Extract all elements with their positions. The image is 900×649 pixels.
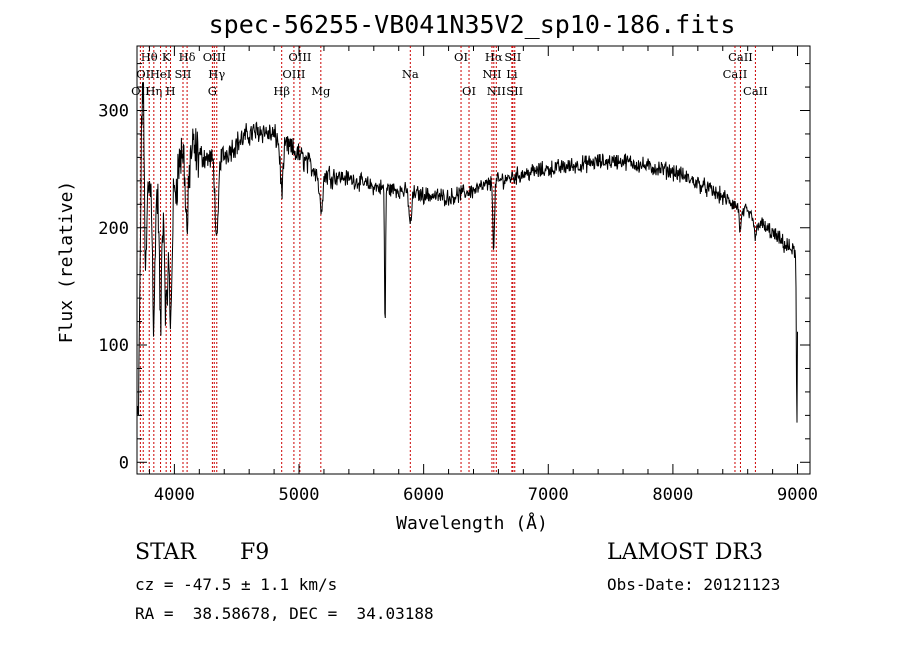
spectrum-layer	[136, 82, 798, 423]
spectral-line-label: K	[162, 50, 171, 64]
spectral-line-label: CaII	[743, 84, 768, 98]
x-tick-label: 5000	[279, 485, 320, 505]
spectral-line-label: NII	[482, 67, 501, 81]
spectral-line-label: Hβ	[273, 84, 290, 98]
spectral-line-label: G	[208, 84, 217, 98]
spectral-line-label: SII	[175, 67, 192, 81]
y-tick-label: 200	[98, 219, 129, 239]
spectral-line-label: NII	[487, 84, 506, 98]
spectral-line-label: OIII	[282, 67, 305, 81]
spectral-line-label: OIII	[203, 50, 226, 64]
spectral-line-label: SII	[504, 50, 521, 64]
y-tick-label: 100	[98, 336, 129, 356]
spectral-line-label: OI	[454, 50, 468, 64]
spectral-line-label: Hα	[485, 50, 503, 64]
x-tick-label: 7000	[528, 485, 569, 505]
y-tick-label: 0	[119, 453, 129, 473]
spectral-line-label: Hθ	[141, 50, 158, 64]
y-axis-label: Flux (relative)	[56, 181, 77, 344]
spectrum-series-line	[136, 82, 798, 423]
x-axis-label: Wavelength (Å)	[396, 512, 548, 534]
plot-frame	[136, 45, 811, 475]
spectral-line-label: SII	[506, 84, 523, 98]
spectral-line-label: OI	[462, 84, 476, 98]
chart-title: spec-56255-VB041N35V2_sp10-186.fits	[209, 10, 736, 39]
redshift-text: cz = -47.5 ± 1.1 km/s	[135, 575, 338, 594]
obs-date-text: Obs-Date: 20121123	[607, 575, 781, 594]
spectral-line-label: Hγ	[208, 67, 225, 81]
spectral-line-label: Hδ	[179, 50, 196, 64]
spectral-line-label: CaII	[728, 50, 753, 64]
spectral-line-label: OIII	[288, 50, 311, 64]
spectral-line-label: Hη	[145, 84, 162, 98]
axis-ticks-layer: 4000 5000 6000 7000 8000 9000 0 100 200 300	[98, 46, 818, 505]
survey-name: LAMOST DR3	[607, 540, 763, 565]
spectral-line-label: HeI	[150, 67, 171, 81]
spectral-line-label: OII	[131, 84, 150, 98]
y-tick-label: 300	[98, 101, 129, 121]
x-tick-label: 6000	[403, 485, 444, 505]
x-tick-label: 9000	[777, 485, 818, 505]
spectral-line-label: OI	[136, 67, 150, 81]
spectral-line-label: Na	[402, 67, 419, 81]
spectral-line-label: H	[166, 84, 176, 98]
x-tick-label: 4000	[154, 485, 195, 505]
x-tick-label: 8000	[652, 485, 693, 505]
object-subclass: F9	[240, 540, 270, 565]
spectral-line-label: CaII	[723, 67, 748, 81]
spectral-line-label: Li	[506, 67, 518, 81]
object-class: STAR	[135, 540, 196, 565]
spectral-lines-layer: OII Hθ OI Hη HeI K H SII Hδ OIII Hγ G Hβ OIII OIII Mg Na…	[131, 46, 768, 474]
spectral-line-label: Mg	[311, 84, 331, 98]
coordinates-text: RA = 38.58678, DEC = 34.03188	[135, 604, 434, 623]
